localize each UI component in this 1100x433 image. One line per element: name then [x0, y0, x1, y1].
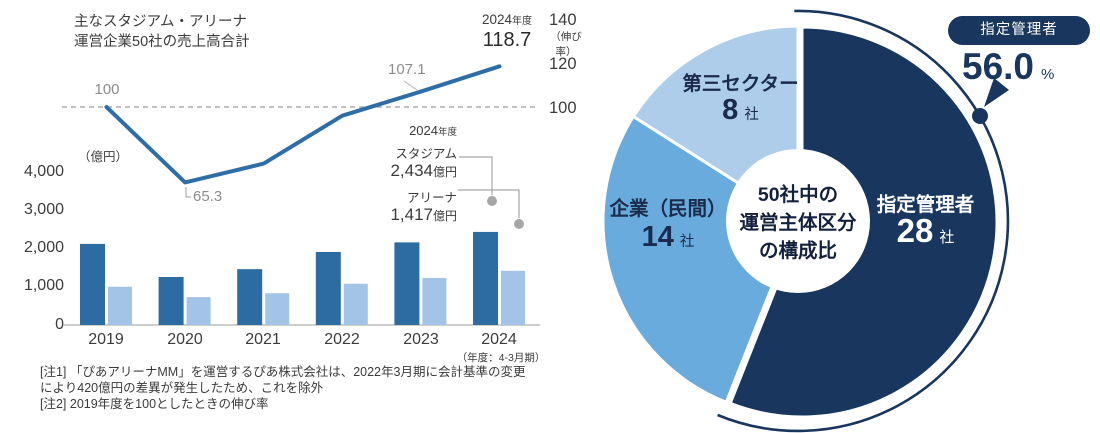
slice-label-designated: 指定管理者 — [876, 194, 975, 216]
bar-arena-2024 — [501, 270, 525, 325]
bar-stadium-2019 — [80, 243, 105, 325]
arena-leader-line — [458, 189, 520, 218]
x-label-2022: 2022 — [324, 331, 360, 348]
footnote-2: [注2] 2019年度を100としたときの伸び率 — [40, 397, 269, 411]
x-label-2021: 2021 — [245, 331, 281, 348]
slice-count-designated: 28 社 — [853, 212, 998, 250]
title-line-2: 運営企業50社の売上高合計 — [74, 33, 250, 50]
bar-stadium-2021 — [237, 269, 263, 325]
designated-count: 28 — [896, 212, 934, 249]
annotation-year-suffix: 年度 — [437, 127, 457, 138]
bar-stadium-2023 — [394, 242, 420, 325]
y-left-unit-label: （億円） — [78, 150, 129, 164]
percent-sign: % — [1041, 66, 1055, 83]
bar-series-group — [80, 231, 525, 325]
footnote-1: [注1] 「ぴあアリーナMM」を運営するぴあ株式会社は、2022年3月期に会計基… — [40, 365, 526, 379]
x-label-2024: 2024 — [481, 331, 517, 348]
growth-ring-arc — [717, 9, 1010, 433]
peak-year: 2024年度 — [455, 11, 559, 29]
x-label-2019: 2019 — [88, 331, 124, 348]
arena-value: 1,417 — [390, 205, 433, 224]
peak-year-number: 2024 — [481, 12, 513, 27]
left-chart-title: 主なスタジアム・アリーナ 運営企業50社の売上高合計 — [74, 13, 250, 52]
y2-tick-140: 140 — [549, 11, 577, 29]
label-107-leader — [403, 80, 418, 91]
arena-value-row: 1,417億円 — [325, 206, 457, 225]
stadium-leader-line — [459, 156, 493, 195]
stadium-leader-dot — [487, 196, 497, 206]
line-2023-label: 107.1 — [388, 61, 426, 78]
donut-center-title: 50社中の 運営主体区分 の構成比 — [725, 181, 871, 265]
private-count: 14 — [641, 221, 674, 253]
dip-label-connector — [185, 187, 191, 198]
bar-arena-2019 — [108, 286, 132, 325]
callout-arrow-icon — [984, 78, 1009, 107]
arena-unit: 億円 — [432, 209, 457, 223]
private-unit: 社 — [679, 234, 695, 250]
center-line-2: 運営主体区分 — [739, 212, 857, 234]
y2-axis-note: （伸び率） — [550, 31, 582, 58]
stadium-label: スタジアム — [395, 147, 457, 161]
stadium-value-row: 2,434億円 — [325, 162, 457, 181]
bar-stadium-2020 — [158, 276, 184, 325]
annotation-year-number: 2024 — [409, 123, 438, 138]
arena-label: アリーナ — [406, 191, 457, 205]
x-label-2023: 2023 — [403, 331, 439, 348]
donut-hole — [726, 149, 870, 293]
x-period-note: （年度：4-3月期） — [456, 352, 546, 364]
callout-dot — [972, 108, 988, 124]
designated-manager-badge: 指定管理者 — [948, 16, 1090, 45]
peak-year-suffix: 年度 — [512, 16, 533, 27]
bar-arena-2021 — [265, 293, 290, 325]
bar-arena-2022 — [343, 283, 368, 325]
x-label-2020: 2020 — [167, 331, 203, 348]
y-tick-3000: 3,000 — [23, 201, 64, 218]
slice-label-private: 企業（民間） — [609, 198, 727, 220]
footnote-1-cont: により420億円の差異が発生したため、これを除外 — [40, 381, 324, 395]
arena-leader-dot — [514, 219, 524, 229]
designated-percentage: 56.0% — [962, 46, 1100, 88]
designated-unit: 社 — [939, 229, 955, 246]
y2-tick-120: 120 — [549, 55, 577, 73]
y-tick-2000: 2,000 — [23, 239, 64, 256]
slice-count-private: 14 社 — [598, 221, 738, 254]
growth-trend-line — [104, 64, 502, 185]
center-line-3: の構成比 — [758, 240, 837, 262]
y2-tick-100: 100 — [549, 99, 577, 117]
peak-value: 118.7 — [482, 29, 532, 51]
center-line-1: 50社中の — [757, 184, 839, 206]
donut-slices-group — [601, 24, 999, 419]
stadium-unit: 億円 — [432, 165, 457, 179]
donut-slice-1 — [601, 114, 800, 405]
donut-decorations — [717, 9, 1010, 433]
footnotes: [注1] 「ぴあアリーナMM」を運営するぴあ株式会社は、2022年3月期に会計基… — [40, 364, 580, 412]
bar-stadium-2024 — [473, 231, 498, 325]
third-sector-count: 8 — [722, 94, 739, 126]
y-tick-0: 0 — [55, 316, 64, 333]
bar-stadium-2022 — [315, 251, 341, 325]
third-sector-unit: 社 — [744, 107, 759, 123]
bar-arena-2023 — [422, 277, 447, 325]
line-dip-label: 65.3 — [193, 188, 223, 205]
title-line-1: 主なスタジアム・アリーナ — [74, 14, 247, 30]
left-chart-decorations — [62, 80, 540, 326]
bar-arena-2020 — [186, 297, 211, 325]
line-start-label: 100 — [94, 81, 120, 98]
annotation-year: 2024年度 — [325, 124, 457, 140]
stadium-value: 2,434 — [390, 161, 433, 180]
y-tick-4000: 4,000 — [23, 163, 64, 180]
percentage-value: 56.0 — [962, 46, 1035, 87]
y-tick-1000: 1,000 — [23, 277, 64, 294]
bar-2024-annotation: 2024年度 スタジアム 2,434億円 アリーナ 1,417億円 — [325, 124, 457, 225]
line-peak-label: 2024年度 118.7 — [455, 11, 559, 51]
slice-label-third-sector: 第三セクター — [682, 73, 799, 95]
